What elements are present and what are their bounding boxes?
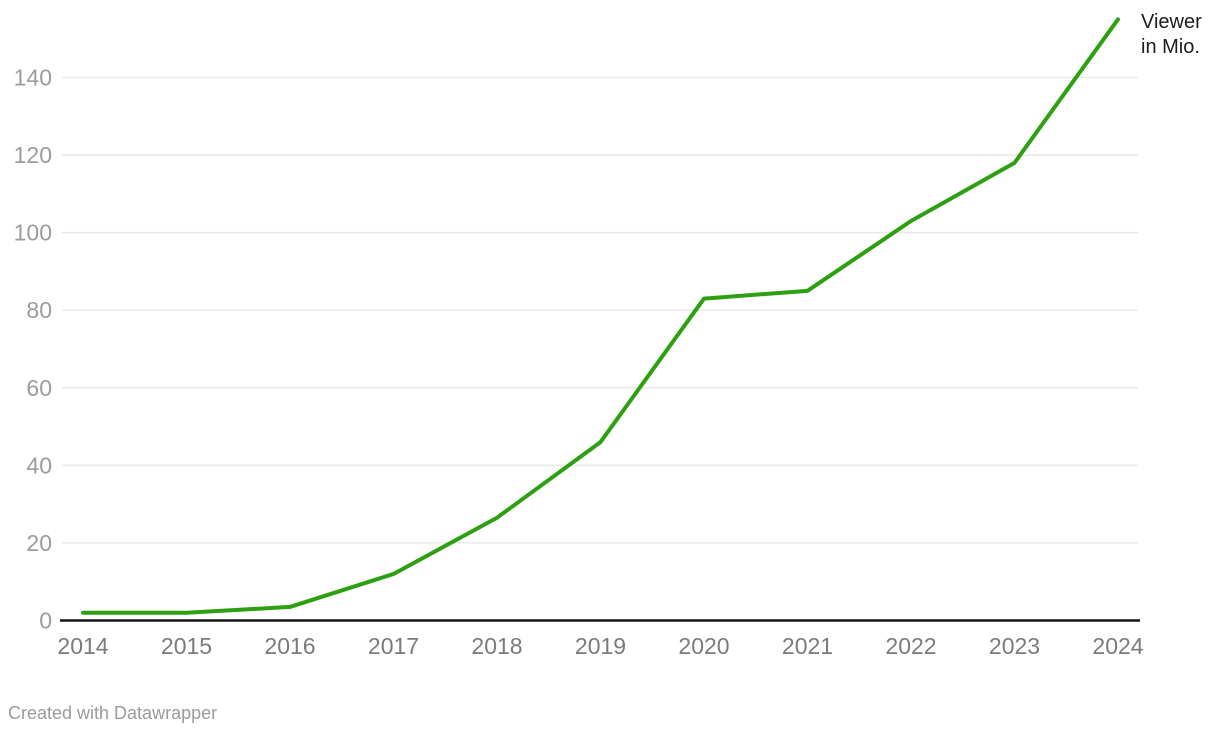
y-axis-tick-label: 100 — [14, 220, 52, 246]
x-axis-tick-label: 2014 — [57, 633, 108, 659]
x-axis-tick-label: 2017 — [368, 633, 419, 659]
x-axis-tick-label: 2023 — [989, 633, 1040, 659]
x-axis-tick-label: 2015 — [161, 633, 212, 659]
y-axis-tick-label: 60 — [26, 375, 52, 401]
series-legend-label: Viewer in Mio. — [1141, 11, 1202, 58]
x-axis-tick-label: 2016 — [264, 633, 315, 659]
y-axis-tick-label: 0 — [39, 608, 52, 634]
x-axis-tick-label: 2019 — [575, 633, 626, 659]
x-axis-tick-label: 2020 — [678, 633, 729, 659]
x-axis-tick-label: 2024 — [1092, 633, 1143, 659]
y-axis-tick-label: 140 — [14, 64, 52, 90]
x-axis-tick-label: 2018 — [471, 633, 522, 659]
y-axis-tick-label: 120 — [14, 142, 52, 168]
x-axis-tick-label: 2021 — [782, 633, 833, 659]
y-axis-tick-label: 80 — [26, 297, 52, 323]
y-axis-tick-label: 40 — [26, 452, 52, 478]
series-line — [81, 17, 1120, 615]
datawrapper-credit: Created with Datawrapper — [8, 703, 218, 723]
x-axis-tick-label: 2022 — [885, 633, 936, 659]
y-axis-tick-label: 20 — [26, 530, 52, 556]
